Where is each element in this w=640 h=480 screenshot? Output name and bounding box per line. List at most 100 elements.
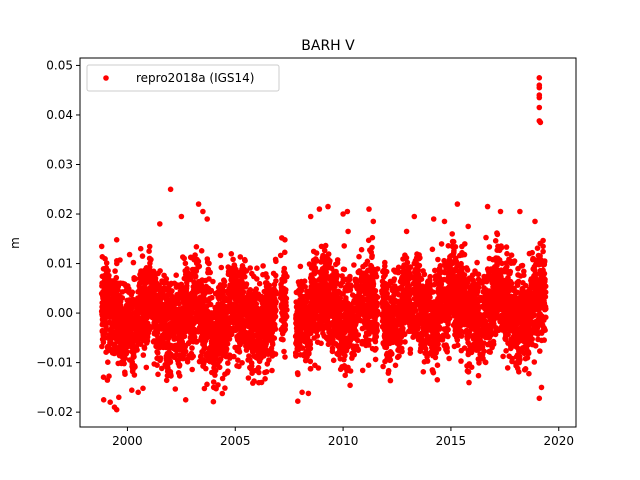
data-point: [198, 248, 205, 254]
data-point: [526, 370, 532, 377]
data-point: [190, 353, 196, 360]
data-point: [219, 390, 226, 397]
data-point: [166, 349, 172, 356]
data-point: [175, 321, 181, 327]
data-point: [372, 356, 379, 363]
data-point: [188, 321, 194, 327]
data-point: [167, 359, 174, 365]
data-point: [196, 358, 203, 365]
data-point: [345, 285, 352, 292]
data-point: [258, 293, 265, 300]
data-point: [182, 260, 189, 267]
data-point: [316, 304, 322, 311]
data-point: [163, 377, 170, 384]
data-point: [220, 350, 227, 357]
data-point: [184, 359, 191, 365]
data-point: [203, 283, 210, 290]
data-point: [316, 294, 323, 300]
data-point: [330, 357, 337, 364]
data-point: [325, 335, 331, 342]
data-point: [265, 351, 272, 357]
data-point: [369, 345, 376, 352]
data-point: [368, 296, 374, 303]
data-point: [105, 347, 112, 354]
data-point: [109, 306, 116, 313]
data-point: [395, 264, 402, 271]
data-point: [242, 257, 248, 264]
data-point: [249, 301, 255, 308]
data-point: [269, 367, 275, 374]
data-point: [127, 304, 134, 311]
data-point: [342, 372, 349, 379]
data-point: [198, 310, 205, 317]
data-point: [344, 324, 351, 330]
data-point: [332, 313, 338, 319]
data-point: [337, 366, 344, 373]
data-point: [145, 327, 151, 334]
data-point: [148, 304, 154, 311]
data-point: [483, 234, 489, 241]
data-point: [332, 326, 338, 332]
data-point: [355, 269, 362, 276]
data-point: [180, 295, 187, 302]
data-point: [474, 259, 480, 266]
data-point: [351, 262, 357, 268]
data-point: [326, 326, 332, 333]
data-point: [172, 342, 179, 349]
data-point: [334, 280, 341, 287]
data-point: [263, 283, 270, 290]
data-point: [204, 381, 210, 388]
data-point: [449, 231, 456, 237]
data-point: [361, 324, 368, 331]
data-point: [245, 375, 252, 381]
data-point: [146, 243, 153, 250]
data-point: [367, 247, 373, 253]
data-point: [192, 274, 199, 280]
data-point: [156, 314, 163, 320]
data-point: [269, 329, 276, 336]
data-point: [126, 289, 132, 296]
data-point: [320, 304, 327, 311]
data-point: [266, 302, 272, 308]
data-point: [233, 295, 239, 301]
data-point: [129, 387, 135, 394]
data-point: [132, 276, 139, 282]
data-point: [159, 321, 166, 327]
data-point: [151, 311, 157, 317]
data-point: [449, 243, 456, 250]
data-point: [260, 271, 266, 278]
data-point: [371, 307, 377, 313]
data-point: [292, 333, 299, 340]
data-point: [218, 264, 225, 271]
data-point: [206, 316, 213, 323]
data-point: [151, 320, 157, 326]
data-point: [345, 228, 351, 235]
data-point: [193, 282, 199, 288]
data-point: [392, 362, 399, 369]
data-point: [187, 329, 193, 335]
data-point: [231, 287, 237, 293]
data-point: [148, 256, 154, 263]
data-point: [232, 267, 238, 274]
data-point: [522, 355, 529, 362]
data-point: [429, 246, 436, 253]
data-point: [224, 341, 231, 347]
data-point: [218, 289, 224, 296]
data-point: [278, 284, 285, 291]
data-point: [358, 246, 365, 253]
data-point: [180, 285, 187, 291]
data-point: [359, 367, 366, 374]
data-point: [204, 256, 211, 262]
data-point: [257, 322, 264, 328]
data-point: [262, 323, 269, 329]
data-point: [181, 311, 188, 318]
data-point: [508, 252, 515, 258]
data-point: [466, 379, 472, 386]
data-point: [200, 326, 207, 332]
data-point: [434, 377, 441, 383]
data-point: [115, 287, 121, 293]
data-point: [246, 288, 252, 295]
data-point: [102, 255, 108, 262]
data-point: [209, 369, 215, 376]
data-point: [311, 335, 318, 341]
